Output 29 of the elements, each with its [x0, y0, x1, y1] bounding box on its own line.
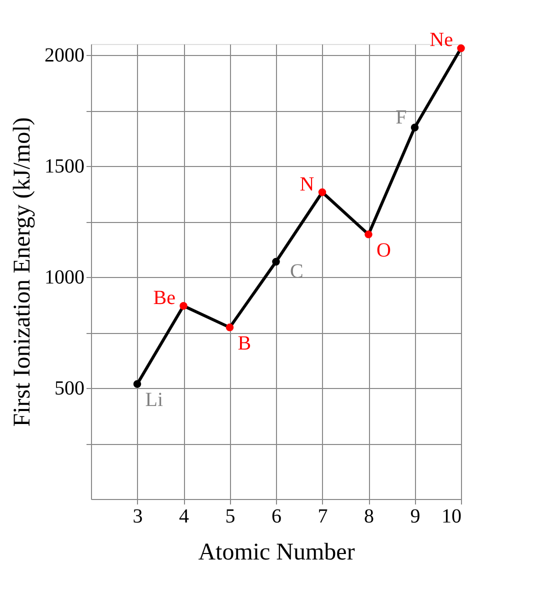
annotation: N	[300, 173, 314, 196]
y-tick-label: 500	[54, 378, 84, 400]
x-tick-label: 10	[442, 506, 462, 528]
x-tick-label: 8	[364, 506, 374, 528]
point	[226, 324, 234, 332]
annotation: Ne	[430, 29, 454, 52]
x-tick-label: 3	[132, 506, 143, 528]
x-tick-label: 9	[410, 506, 420, 528]
point	[133, 380, 142, 388]
point	[180, 302, 188, 310]
x-tick-label: 4	[179, 506, 189, 528]
y-tick-label: 2000	[44, 44, 84, 67]
point	[318, 188, 326, 196]
point	[272, 258, 280, 266]
annotation: O	[376, 239, 391, 262]
annotation: Be	[153, 286, 176, 309]
point	[364, 230, 372, 238]
annotation: F	[396, 106, 407, 128]
annotation: B	[238, 332, 252, 354]
point	[410, 124, 419, 132]
y-axis-title: First Ionization Energy (kJ/mol)	[10, 117, 36, 427]
x-axis-title: Atomic Number	[198, 540, 355, 566]
point	[457, 44, 465, 52]
annotation: Li	[145, 389, 164, 412]
y-tick-label: 1000	[44, 266, 84, 289]
x-tick-label: 6	[272, 506, 282, 528]
x-tick-label: 5	[225, 506, 236, 528]
x-tick-label: 7	[318, 506, 328, 528]
y-tick-label: 1500	[44, 156, 84, 178]
